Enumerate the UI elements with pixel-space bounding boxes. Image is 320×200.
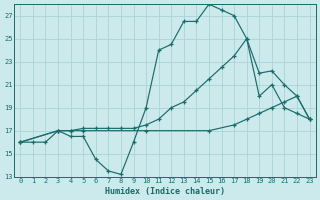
X-axis label: Humidex (Indice chaleur): Humidex (Indice chaleur) — [105, 187, 225, 196]
